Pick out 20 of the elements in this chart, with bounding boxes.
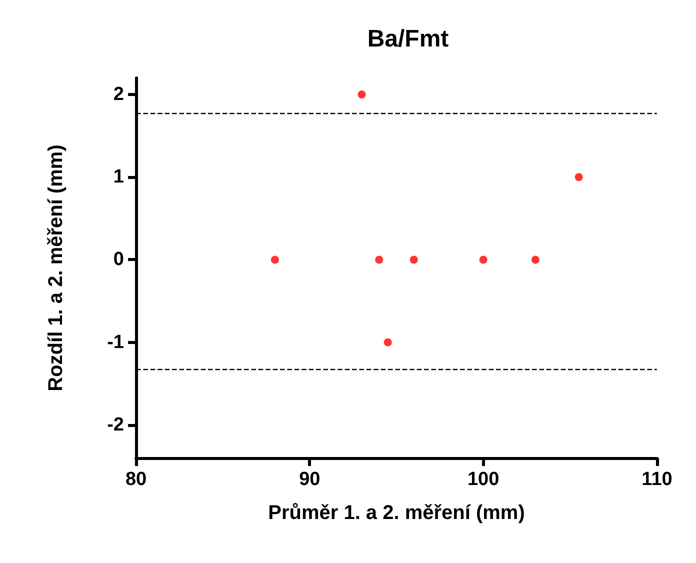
y-tick-label: -1 [107, 332, 124, 353]
x-tick-label: 110 [642, 469, 672, 490]
y-tick-label: 2 [113, 84, 124, 106]
point [574, 173, 583, 182]
y-tick-label: 0 [113, 249, 124, 270]
point [479, 256, 488, 264]
x-tick-label: 90 [299, 469, 320, 490]
point [531, 256, 540, 264]
y-tick-label: 1 [113, 166, 124, 188]
y-tick-label: -2 [107, 414, 124, 436]
x-axis-title: Průměr 1. a 2. měření (mm) [268, 502, 525, 524]
point [358, 90, 366, 99]
x-tick-label: 80 [125, 469, 147, 490]
point [384, 338, 392, 346]
y-axis-title: Rozdíl 1. a 2. měření (mm) [45, 144, 67, 392]
point [410, 256, 418, 264]
point [375, 256, 384, 264]
x-tick-label: 100 [467, 469, 500, 490]
point [270, 256, 279, 264]
chart-title: Ba/Fmt [367, 26, 449, 52]
